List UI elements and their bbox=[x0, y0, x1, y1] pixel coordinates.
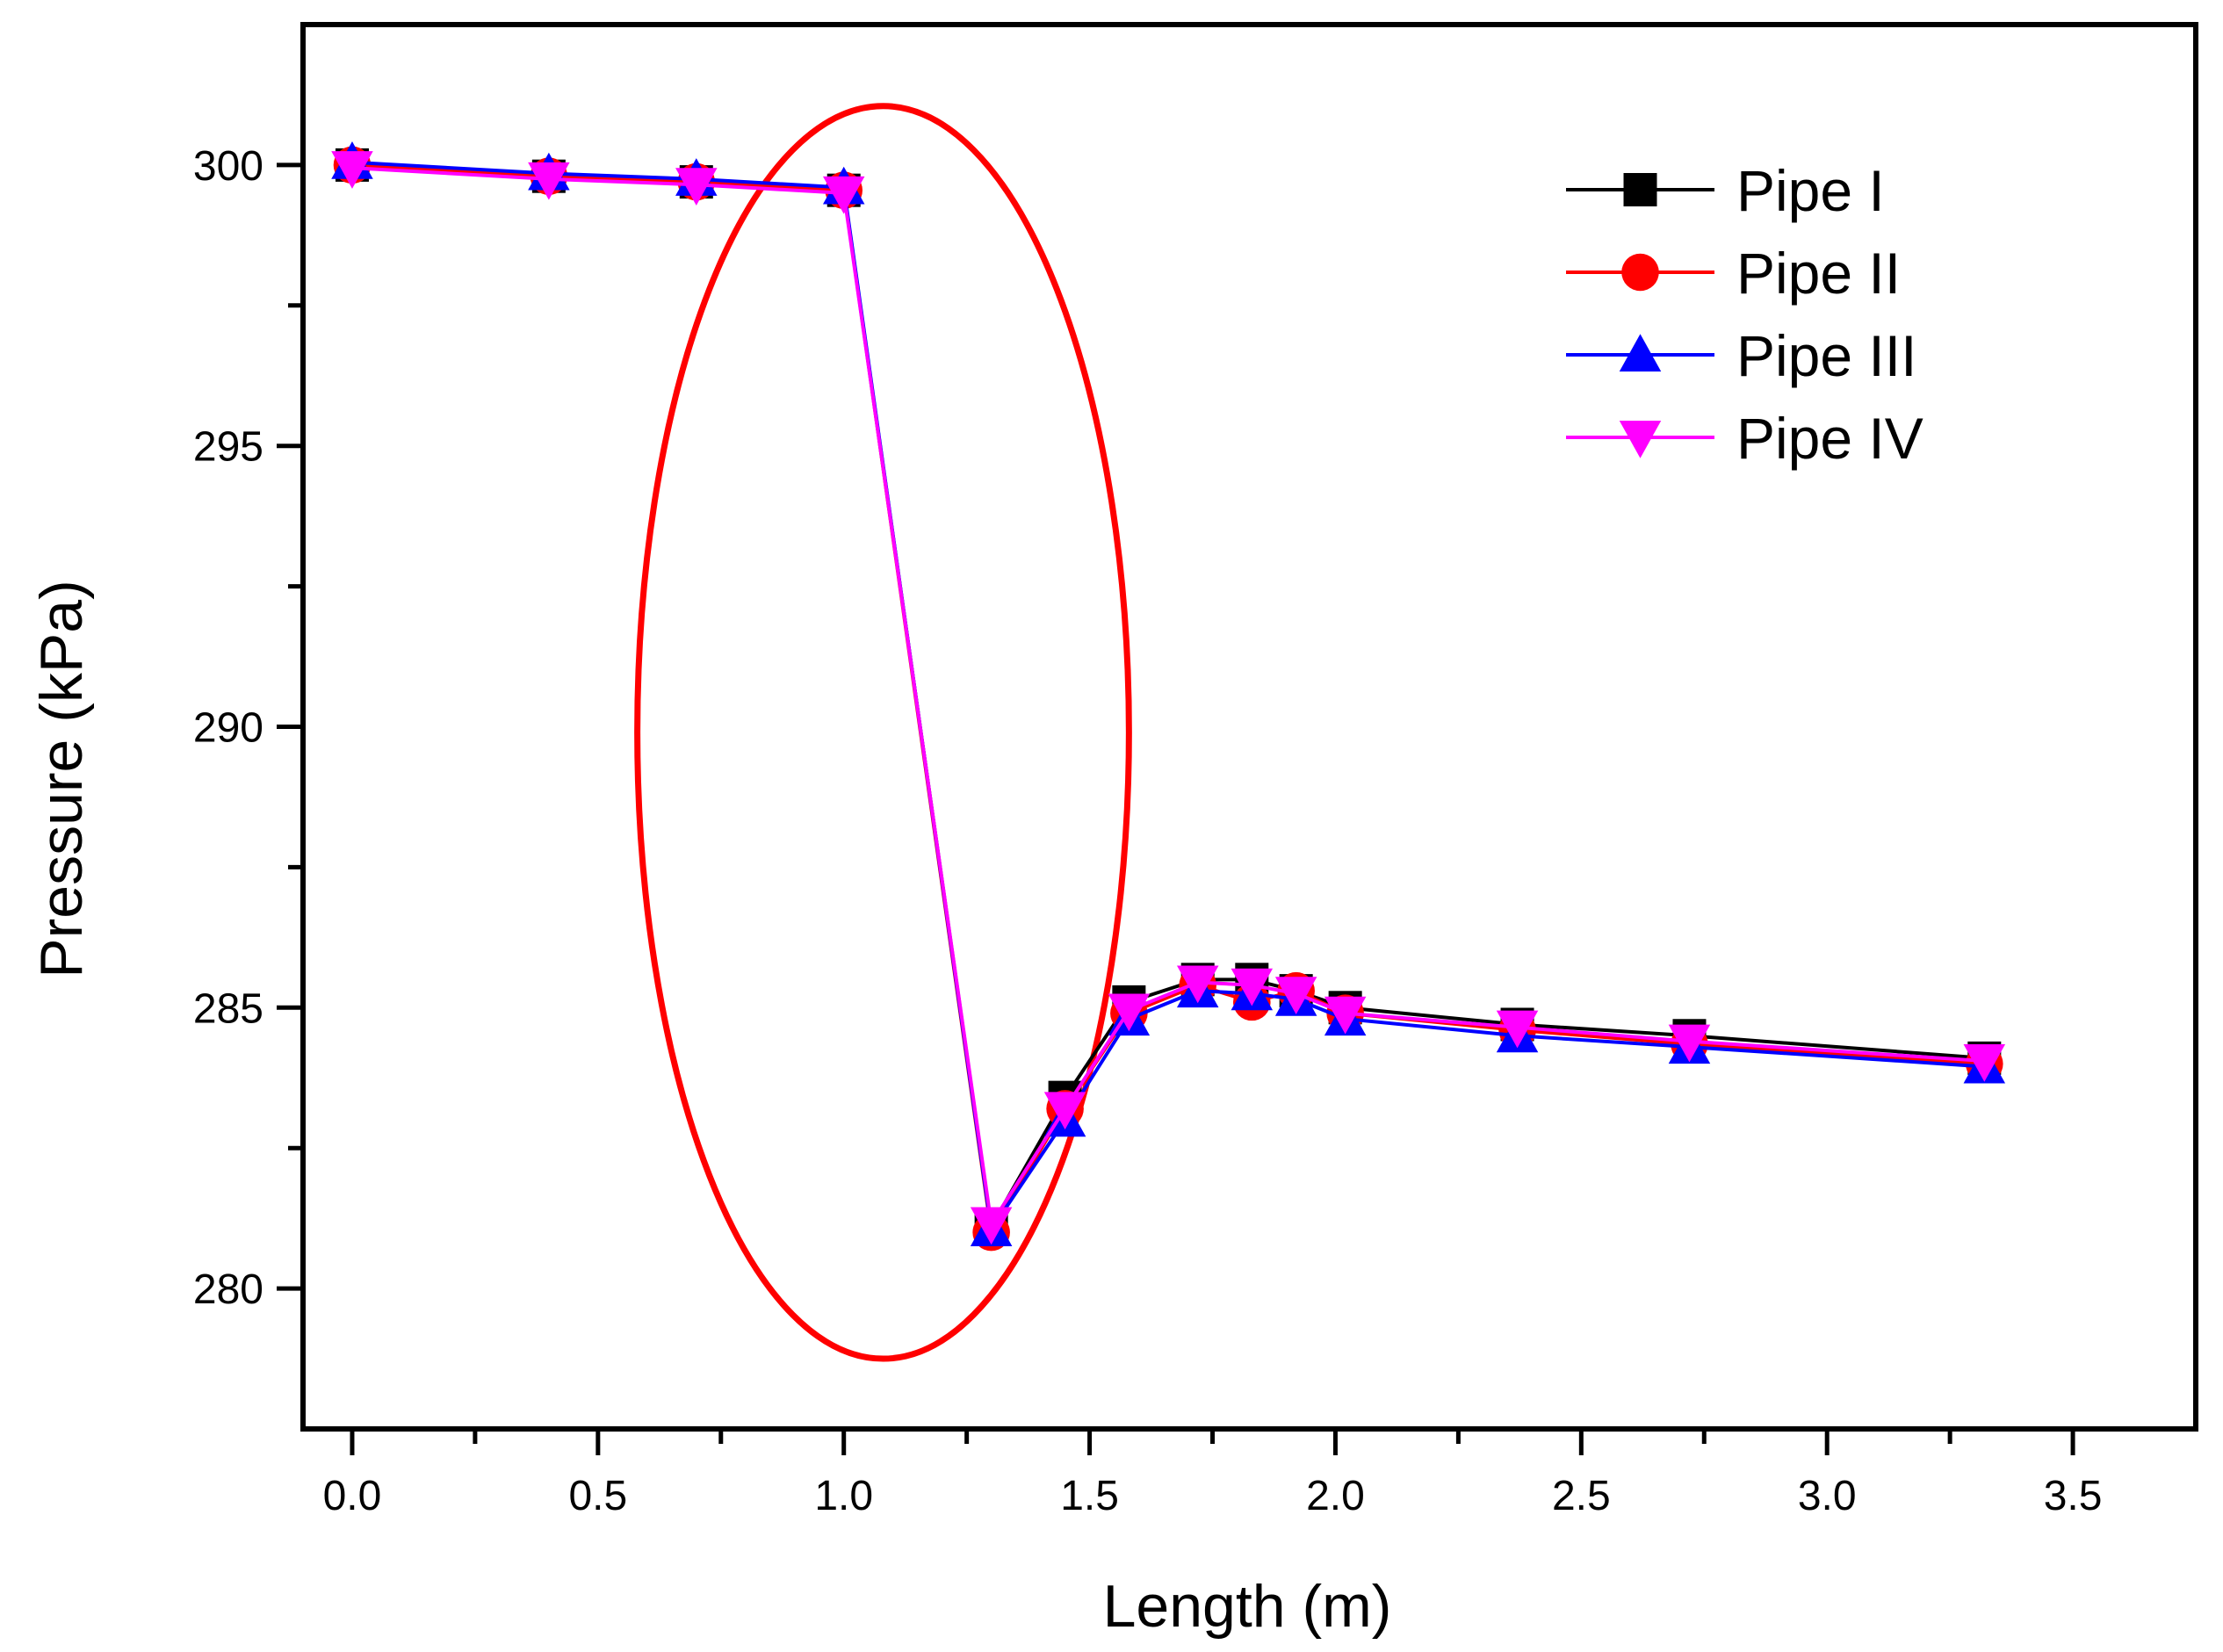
annotation-layer bbox=[634, 103, 1132, 1362]
x-tick-label: 1.5 bbox=[1060, 1473, 1119, 1519]
y-tick-label: 285 bbox=[193, 985, 263, 1032]
legend-label: Pipe IV bbox=[1736, 406, 1923, 471]
legend-item: Pipe II bbox=[1566, 241, 1901, 306]
y-tick-label: 295 bbox=[193, 424, 263, 471]
data-point bbox=[1043, 1092, 1086, 1130]
y-tick-label: 300 bbox=[193, 143, 263, 190]
series-line bbox=[351, 162, 1985, 1238]
series-line bbox=[351, 166, 1985, 1230]
data-point bbox=[1324, 996, 1367, 1035]
plot-frame bbox=[300, 22, 2198, 1432]
data-point bbox=[675, 168, 718, 206]
legend-marker bbox=[1619, 421, 1662, 458]
y-tick-label: 280 bbox=[193, 1266, 263, 1313]
series-4 bbox=[331, 151, 2006, 1245]
x-tick-label: 3.0 bbox=[1798, 1473, 1857, 1519]
legend-label: Pipe I bbox=[1736, 158, 1885, 223]
legend-item: Pipe I bbox=[1566, 158, 1885, 223]
series-layer bbox=[331, 141, 2006, 1252]
data-point bbox=[1668, 1024, 1711, 1063]
data-point bbox=[1496, 1010, 1539, 1049]
plot-border bbox=[300, 22, 2198, 1432]
legend-item: Pipe IV bbox=[1566, 406, 1923, 471]
tick-labels: 0.0 0.5 1.0 1.5 2.0 2.5 3.0 3.5 280 285 290 295 300 bbox=[193, 143, 2103, 1519]
series-1 bbox=[335, 148, 2002, 1244]
data-point bbox=[528, 162, 570, 200]
legend-marker bbox=[1621, 253, 1659, 292]
x-tick-label: 1.0 bbox=[814, 1473, 873, 1519]
data-point bbox=[1108, 993, 1151, 1032]
data-point bbox=[331, 151, 373, 189]
data-point bbox=[1963, 1044, 2006, 1082]
y-axis-title: Pressure (kPa) bbox=[28, 580, 95, 977]
legend-marker bbox=[1619, 334, 1662, 372]
x-tick-label: 3.5 bbox=[2044, 1473, 2103, 1519]
series-2 bbox=[333, 146, 2003, 1252]
data-point bbox=[822, 176, 865, 214]
legend-item: Pipe III bbox=[1566, 323, 1916, 388]
highlight-ellipse bbox=[634, 103, 1132, 1362]
legend-label: Pipe II bbox=[1736, 241, 1901, 306]
legend: Pipe I Pipe II Pipe III Pipe IV bbox=[1566, 158, 1923, 471]
x-axis-title: Length (m) bbox=[1103, 1573, 1392, 1640]
x-tick-label: 0.0 bbox=[323, 1473, 382, 1519]
x-tick-label: 0.5 bbox=[568, 1473, 627, 1519]
legend-marker bbox=[1623, 173, 1657, 206]
data-point bbox=[1231, 968, 1274, 1006]
series-line bbox=[351, 160, 1985, 1235]
data-point bbox=[970, 1207, 1013, 1245]
data-point bbox=[1274, 977, 1317, 1015]
series-3 bbox=[331, 141, 2006, 1246]
axis-ticks bbox=[277, 162, 2075, 1455]
data-point bbox=[1176, 965, 1219, 1004]
legend-label: Pipe III bbox=[1736, 323, 1916, 388]
y-tick-label: 290 bbox=[193, 705, 263, 752]
x-tick-label: 2.5 bbox=[1552, 1473, 1611, 1519]
x-tick-label: 2.0 bbox=[1306, 1473, 1365, 1519]
